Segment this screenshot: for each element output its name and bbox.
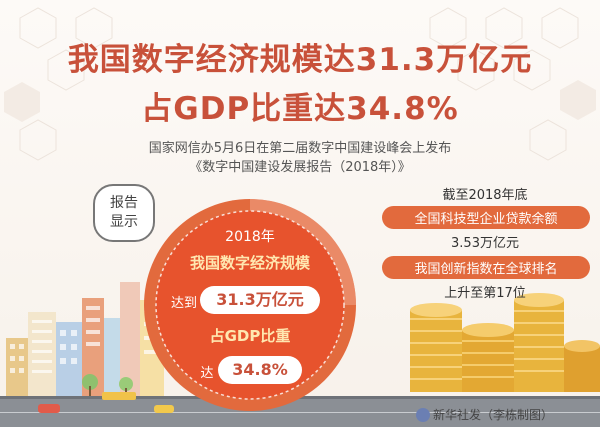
right-value2: 上升至第17位	[444, 286, 526, 301]
report-badge: 报告 显示	[93, 184, 155, 242]
circle-value1-box: 31.3万亿元	[200, 286, 320, 314]
bus	[102, 392, 136, 400]
car	[154, 405, 174, 413]
xinhua-logo-icon	[416, 408, 430, 422]
badge-line1: 报告	[110, 195, 138, 211]
circle-year: 2018年	[225, 229, 275, 245]
building	[6, 338, 28, 396]
car	[38, 404, 60, 413]
circle-value2: 34.8%	[232, 360, 288, 379]
building	[82, 298, 104, 396]
main-title-line1: 我国数字经济规模达31.3万亿元	[67, 42, 533, 78]
circle-value1: 31.3万亿元	[216, 290, 304, 309]
footer-credit-text: 新华社发（李栋制图）	[433, 408, 554, 422]
main-title-line2: 占GDP比重达34.8%	[141, 91, 459, 127]
circle-reach-prefix: 达到	[170, 296, 197, 311]
circle-line2: 占GDP比重	[209, 327, 291, 345]
building	[28, 312, 56, 396]
circle-line1: 我国数字经济规模	[189, 254, 310, 272]
subtitle-line1: 国家网信办5月6日在第二届数字中国建设峰会上发布	[148, 141, 452, 156]
circle-value2-box: 34.8%	[218, 356, 302, 384]
right-label2: 我国创新指数在全球排名	[382, 256, 590, 279]
footer-credit: 新华社发（李栋制图）	[416, 406, 553, 423]
right-value1: 3.53万亿元	[451, 236, 519, 251]
right-deadline: 截至2018年底	[442, 188, 528, 203]
badge-line2: 显示	[110, 214, 138, 230]
circle-value2-prefix: 达	[200, 366, 214, 381]
subtitle-line2: 《数字中国建设发展报告（2018年）》	[189, 160, 411, 175]
gold-coin-stacks	[410, 293, 600, 392]
building	[120, 282, 140, 396]
right-label1: 全国科技型企业贷款余额	[382, 206, 590, 229]
